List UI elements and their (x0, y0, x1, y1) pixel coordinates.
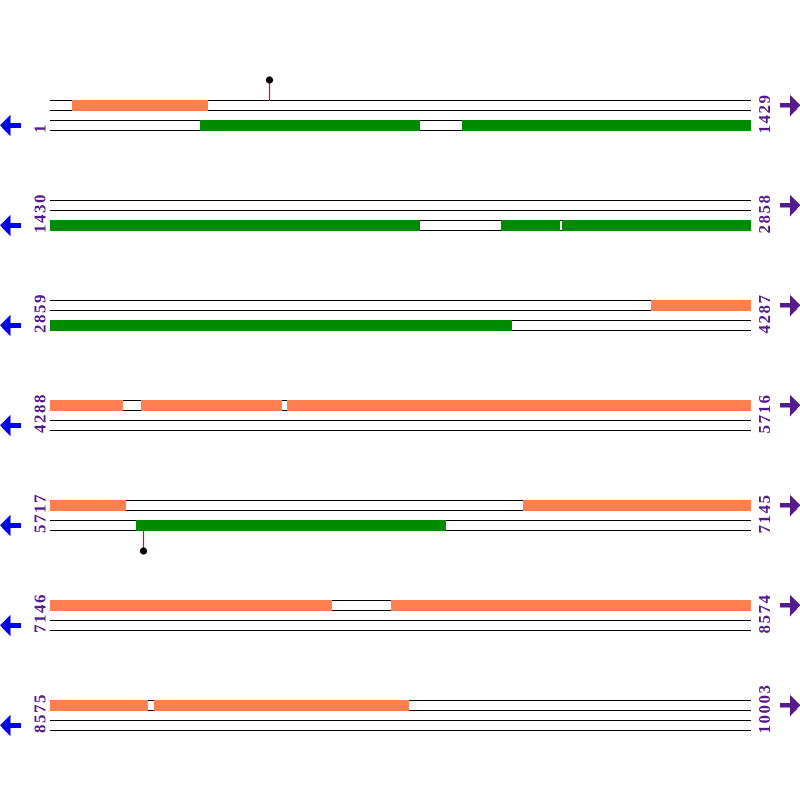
svg-text:7145: 7145 (755, 494, 774, 534)
svg-text:1429: 1429 (755, 94, 774, 134)
svg-text:8575: 8575 (31, 693, 50, 733)
svg-text:2858: 2858 (755, 194, 774, 234)
svg-text:2859: 2859 (31, 293, 50, 333)
svg-text:7146: 7146 (31, 593, 50, 633)
svg-text:5717: 5717 (31, 493, 50, 533)
svg-text:1: 1 (31, 123, 50, 133)
svg-text:1430: 1430 (31, 193, 50, 233)
svg-text:4287: 4287 (755, 294, 774, 334)
svg-text:4288: 4288 (31, 393, 50, 433)
svg-text:10003: 10003 (755, 684, 774, 734)
svg-text:8574: 8574 (755, 594, 774, 634)
svg-text:5716: 5716 (755, 394, 774, 434)
